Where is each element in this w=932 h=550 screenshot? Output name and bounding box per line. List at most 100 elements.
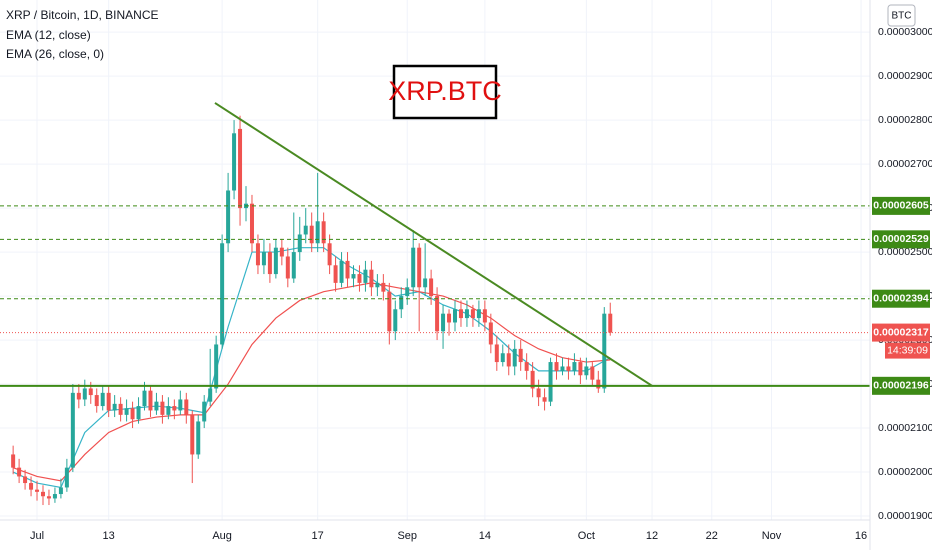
candle-body — [172, 406, 177, 411]
axis-background — [870, 0, 932, 550]
x-tick-label: 13 — [103, 530, 115, 542]
candle-body — [411, 247, 416, 288]
candle-body — [315, 221, 320, 244]
x-tick-label: Jul — [30, 530, 44, 542]
y-tick-label: 0.00003000 — [878, 26, 932, 38]
candle-body — [488, 322, 493, 345]
candle-body — [572, 362, 577, 371]
candle-body — [602, 313, 607, 389]
chart-title: XRP / Bitcoin, 1D, BINANCE — [6, 8, 159, 22]
candle-body — [476, 309, 481, 319]
candle-body — [596, 379, 601, 389]
candle-body — [584, 366, 589, 376]
candle-body — [17, 467, 22, 477]
candle-body — [560, 366, 565, 371]
candle-body — [524, 362, 529, 371]
candle-body — [178, 399, 183, 411]
candle-body — [357, 274, 362, 283]
currency-label: BTC — [892, 11, 912, 22]
y-tick-label: 0.00002900 — [878, 70, 932, 82]
candle-body — [40, 491, 45, 497]
level-label-bg — [872, 230, 930, 249]
candle-body — [333, 265, 338, 283]
candle-body — [530, 370, 535, 389]
candle-body — [94, 395, 99, 407]
candle-body — [375, 282, 380, 288]
candle-body — [441, 313, 446, 332]
level-label: 0.00002196 — [873, 380, 929, 392]
plot-area — [0, 102, 870, 506]
candle-body — [339, 260, 344, 283]
candle-body — [202, 401, 207, 422]
candle-body — [393, 309, 398, 332]
candle-body — [23, 476, 28, 484]
candle-body — [166, 406, 171, 415]
candle-body — [130, 408, 135, 420]
x-tick-label: 16 — [855, 530, 867, 542]
candle-body — [196, 421, 201, 455]
y-tick-label: 0.00002700 — [878, 158, 932, 170]
x-tick-label: Nov — [762, 530, 782, 542]
candle-body — [64, 467, 69, 488]
candle-body — [208, 388, 213, 402]
candle-body — [470, 309, 475, 319]
candle-body — [52, 494, 57, 499]
countdown-label: 14:39:09 — [887, 344, 928, 356]
candle-body — [345, 260, 350, 279]
candle-body — [220, 243, 225, 345]
annotation-text: XRP.BTC — [388, 76, 502, 106]
currency-box[interactable] — [887, 4, 916, 27]
candle-body — [405, 287, 410, 297]
level-label-bg — [872, 376, 930, 395]
candle-body — [363, 269, 368, 283]
candle-body — [46, 496, 51, 499]
level-label: 0.00002529 — [873, 233, 929, 245]
level-label: 0.00002605 — [873, 200, 929, 212]
level-label: 0.00002394 — [873, 292, 929, 304]
candle-body — [327, 243, 332, 266]
candle-body — [11, 454, 16, 468]
candle-body — [118, 403, 123, 415]
candle-body — [249, 203, 254, 244]
candle-body — [291, 252, 296, 279]
candle-body — [351, 274, 356, 279]
x-tick-label: 17 — [312, 530, 324, 542]
trendline — [214, 102, 653, 387]
candle-body — [608, 313, 613, 333]
candle-body — [387, 291, 392, 332]
candle-body — [464, 309, 469, 319]
candle-body — [512, 348, 517, 367]
last-price-bg — [872, 323, 930, 342]
candle-body — [232, 133, 237, 191]
candle-body — [453, 309, 458, 323]
candle-body — [29, 483, 34, 490]
candle-body — [124, 408, 129, 415]
candle-body — [285, 256, 290, 279]
level-label-bg — [872, 289, 930, 308]
x-tick-label: Oct — [578, 530, 595, 542]
candle-body — [518, 348, 523, 363]
candle-body — [58, 487, 63, 495]
legend-entry: EMA (12, close) — [6, 28, 91, 42]
y-tick-label: 0.00002100 — [878, 422, 932, 434]
candle-body — [399, 296, 404, 310]
legend-entry: EMA (26, close, 0) — [6, 47, 104, 61]
x-tick-label: 12 — [646, 530, 658, 542]
candle-body — [142, 390, 147, 407]
candle-body — [100, 392, 105, 407]
candle-body — [70, 392, 75, 468]
candle-body — [309, 225, 314, 244]
candle-body — [267, 252, 272, 275]
candle-body — [447, 313, 452, 323]
y-tick-label: 0.00002000 — [878, 466, 932, 478]
candle-body — [190, 414, 195, 455]
candle-body — [88, 388, 93, 396]
annotation-box — [392, 64, 498, 120]
last-price-label: 0.00002317 — [873, 326, 929, 338]
candle-body — [435, 296, 440, 332]
candle-body — [369, 269, 374, 288]
candle-body — [154, 401, 159, 411]
x-tick-label: 22 — [706, 530, 718, 542]
candle-body — [273, 247, 278, 275]
